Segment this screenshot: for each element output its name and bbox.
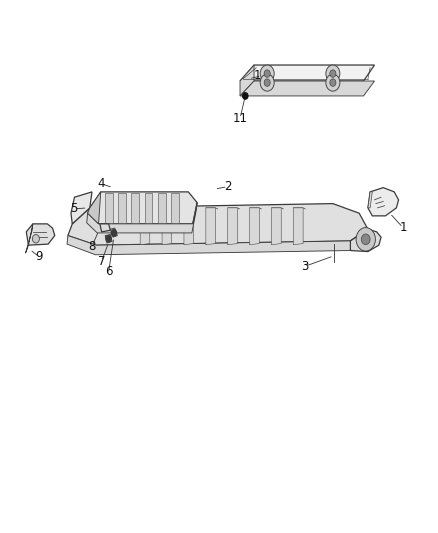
Circle shape [32, 235, 39, 243]
Text: 4: 4 [98, 177, 106, 190]
Text: 7: 7 [98, 255, 106, 268]
Polygon shape [368, 192, 372, 208]
Text: 8: 8 [88, 240, 95, 253]
Polygon shape [250, 208, 259, 245]
Polygon shape [100, 224, 110, 232]
Text: 10: 10 [254, 69, 269, 82]
Polygon shape [68, 204, 368, 245]
Circle shape [330, 70, 336, 77]
Polygon shape [87, 203, 197, 233]
Text: 5: 5 [70, 203, 77, 215]
Polygon shape [26, 224, 55, 245]
Polygon shape [105, 193, 113, 223]
Polygon shape [228, 208, 237, 245]
Polygon shape [140, 208, 150, 245]
Circle shape [356, 228, 375, 251]
Polygon shape [240, 81, 374, 96]
Circle shape [326, 65, 340, 82]
Polygon shape [184, 208, 194, 245]
Circle shape [106, 236, 111, 242]
Polygon shape [118, 193, 126, 223]
Circle shape [243, 93, 248, 99]
Circle shape [111, 230, 117, 236]
Polygon shape [145, 193, 152, 223]
Polygon shape [131, 193, 139, 223]
Text: 6: 6 [105, 265, 113, 278]
Polygon shape [171, 193, 179, 223]
Polygon shape [240, 65, 254, 96]
Polygon shape [368, 188, 399, 216]
Polygon shape [71, 192, 92, 224]
Polygon shape [272, 208, 281, 245]
Polygon shape [293, 208, 303, 245]
Circle shape [260, 65, 274, 82]
Polygon shape [240, 65, 374, 81]
Polygon shape [88, 192, 101, 224]
Text: 2: 2 [224, 180, 232, 193]
Circle shape [264, 79, 270, 86]
Polygon shape [88, 192, 197, 224]
Text: 3: 3 [301, 260, 308, 273]
Text: 1: 1 [399, 221, 407, 234]
Polygon shape [162, 208, 172, 245]
Text: 11: 11 [233, 112, 247, 125]
Polygon shape [158, 193, 166, 223]
Polygon shape [110, 228, 117, 237]
Circle shape [361, 234, 370, 245]
Circle shape [330, 79, 336, 86]
Circle shape [326, 74, 340, 91]
Circle shape [264, 70, 270, 77]
Polygon shape [25, 224, 33, 253]
Text: 9: 9 [35, 251, 43, 263]
Polygon shape [350, 229, 381, 252]
Polygon shape [67, 229, 368, 255]
Polygon shape [206, 208, 215, 245]
Circle shape [260, 74, 274, 91]
Polygon shape [105, 235, 112, 243]
